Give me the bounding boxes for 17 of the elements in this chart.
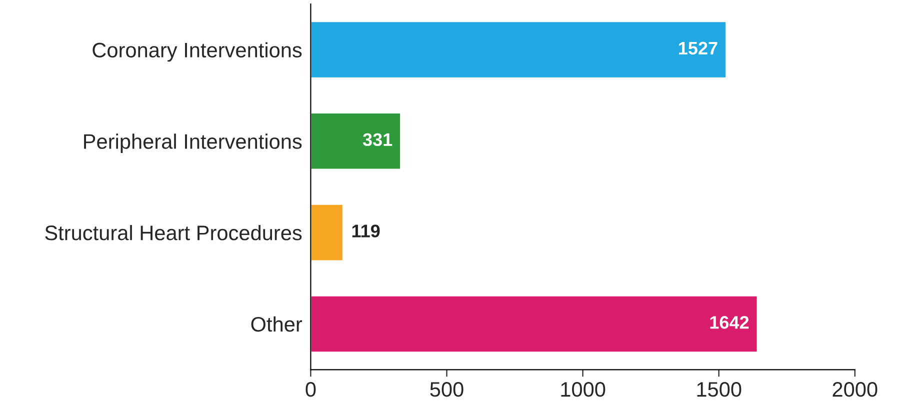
y-tick-label: Other (251, 316, 302, 332)
y-tick-label: Peripheral Interventions (84, 134, 302, 154)
x-tick-label: 500 (430, 382, 464, 397)
bar (310, 294, 758, 353)
x-tick-label: 2000 (832, 382, 878, 397)
bar (310, 204, 344, 262)
data-label: 1527 (679, 42, 718, 55)
data-label: 331 (362, 133, 392, 146)
y-tick-label: Structural Heart Procedures (45, 225, 302, 240)
data-label: 1642 (710, 316, 749, 329)
y-tick-label: Coronary Interventions (92, 42, 302, 62)
x-tick-label: 1000 (561, 382, 606, 397)
bar (310, 112, 402, 170)
x-tick-label: 0 (306, 382, 316, 397)
x-tick-label: 1500 (697, 382, 742, 397)
data-label: 119 (352, 224, 380, 238)
bar (310, 20, 727, 79)
